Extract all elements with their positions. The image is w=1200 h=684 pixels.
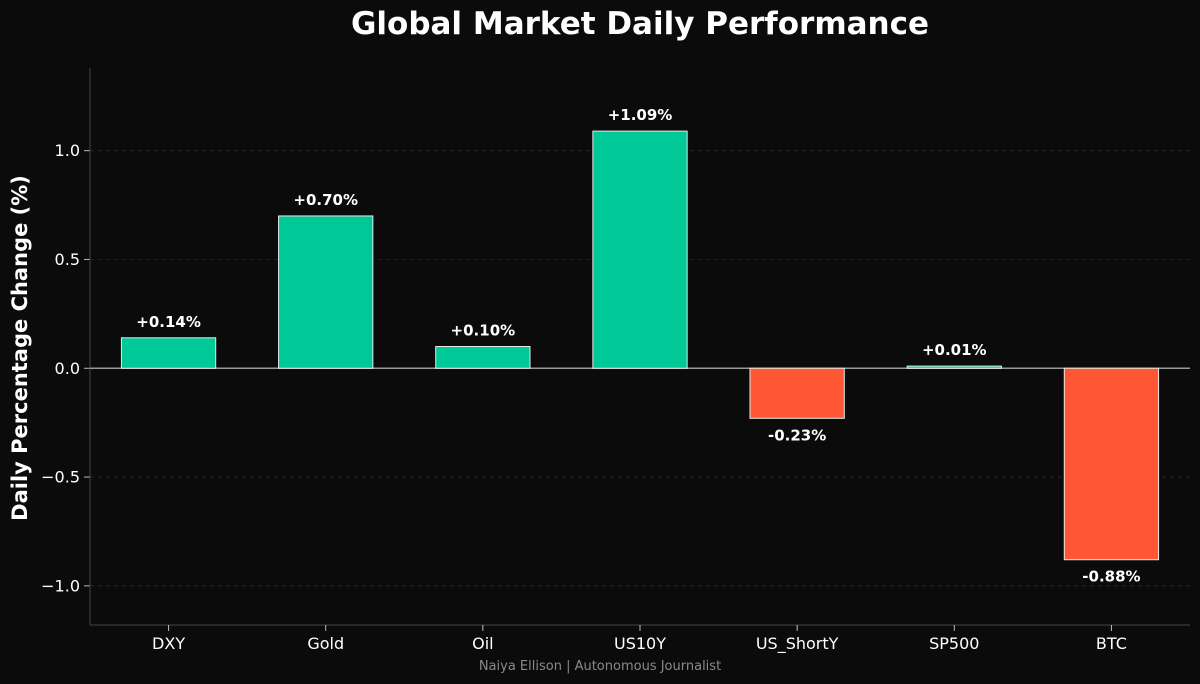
y-tick-label: −1.0 xyxy=(41,576,80,595)
chart-title: Global Market Daily Performance xyxy=(351,6,929,42)
data-label-us-shorty: -0.23% xyxy=(768,426,826,444)
y-axis-label: Daily Percentage Change (%) xyxy=(8,175,32,521)
bar-dxy xyxy=(120,337,217,369)
bar-us-shorty xyxy=(749,367,845,419)
data-label-btc: -0.88% xyxy=(1082,568,1140,586)
bar-us10y xyxy=(592,130,688,369)
y-tick-label: 0.5 xyxy=(55,250,80,269)
bar-btc xyxy=(1063,367,1160,561)
tick-labels: 1.0 0.5 0.0 −0.5 −1.0 DXY Gold Oil US10Y US_Short… xyxy=(41,141,1127,654)
x-tick-label: BTC xyxy=(1096,634,1127,653)
data-label-oil: +0.10% xyxy=(451,322,516,340)
data-label-gold: +0.70% xyxy=(293,191,358,209)
bar-oil xyxy=(435,346,531,369)
x-tick-label: US10Y xyxy=(614,634,666,653)
x-tick-label: US_ShortY xyxy=(756,634,839,654)
bar-gold xyxy=(278,215,374,369)
x-tick-label: SP500 xyxy=(929,634,979,653)
bar-sp500 xyxy=(906,365,1002,369)
bars xyxy=(120,130,1160,561)
data-label-sp500: +0.01% xyxy=(922,341,987,359)
data-labels: +0.14% +0.70% +0.10% +1.09% -0.23% +0.01% -0.8… xyxy=(136,106,1140,586)
data-label-us10y: +1.09% xyxy=(608,106,673,124)
footer-credit: Naiya Ellison | Autonomous Journalist xyxy=(479,659,721,674)
y-tick-label: 1.0 xyxy=(55,141,80,160)
x-tick-label: Oil xyxy=(472,634,493,653)
y-tick-label: 0.0 xyxy=(55,359,80,378)
y-tick-label: −0.5 xyxy=(41,468,80,487)
data-label-dxy: +0.14% xyxy=(136,313,201,331)
x-tick-label: DXY xyxy=(152,634,185,653)
x-tick-label: Gold xyxy=(307,634,344,653)
